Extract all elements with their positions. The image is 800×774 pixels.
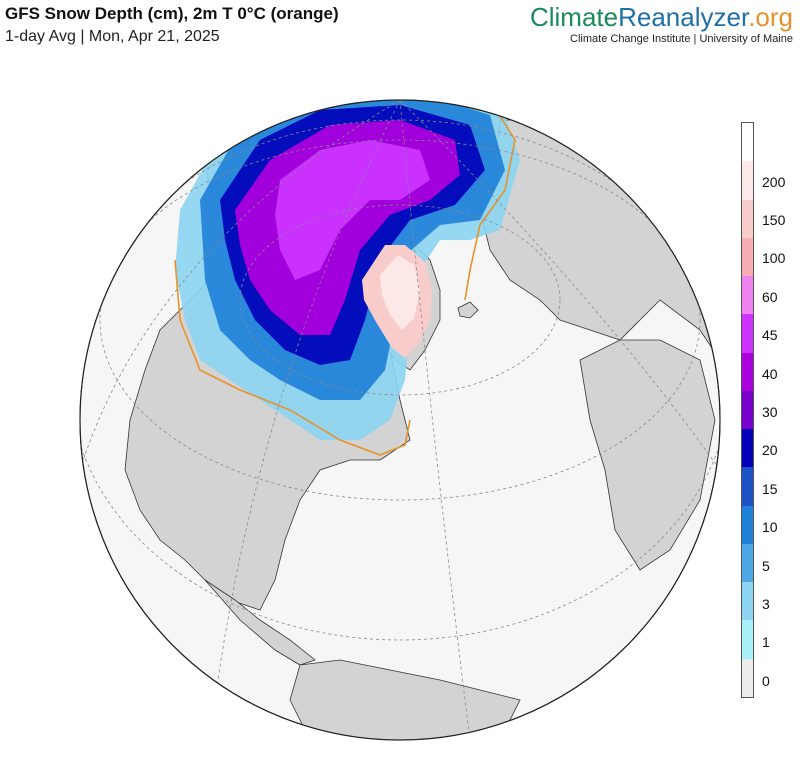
legend-label: 60 bbox=[762, 288, 778, 305]
land-africa bbox=[579, 339, 716, 571]
snow-layer-violet bbox=[275, 140, 430, 280]
legend-label: 15 bbox=[762, 480, 778, 497]
legend-label: 40 bbox=[762, 365, 778, 382]
legend-swatch bbox=[742, 314, 753, 353]
legend-swatch bbox=[742, 276, 753, 315]
land-central-america bbox=[204, 579, 316, 666]
legend-swatch bbox=[742, 161, 753, 200]
legend-swatch bbox=[742, 467, 753, 506]
graticule bbox=[80, 100, 720, 740]
legend-label: 3 bbox=[762, 595, 770, 612]
map-title: GFS Snow Depth (cm), 2m T 0°C (orange) bbox=[5, 4, 339, 23]
legend-swatch bbox=[742, 352, 753, 391]
legend-label: 200 bbox=[762, 173, 786, 190]
land-south-america bbox=[289, 659, 521, 740]
legend-colorbar bbox=[741, 122, 754, 698]
land-iceland bbox=[457, 301, 479, 319]
brand-affiliation: Climate Change Institute | University of… bbox=[570, 33, 793, 45]
legend-swatch bbox=[742, 582, 753, 621]
brand-block: ClimateReanalyzer.org Climate Change Ins… bbox=[530, 2, 793, 45]
title-block: GFS Snow Depth (cm), 2m T 0°C (orange) 1… bbox=[5, 4, 339, 46]
legend-label: 5 bbox=[762, 557, 770, 574]
freezing-line-0c bbox=[174, 100, 516, 456]
legend-label: 150 bbox=[762, 211, 786, 228]
legend-label: 100 bbox=[762, 250, 786, 267]
legend-swatch bbox=[742, 505, 753, 544]
legend-label: 30 bbox=[762, 403, 778, 420]
map-subtitle: 1-day Avg | Mon, Apr 21, 2025 bbox=[5, 28, 220, 45]
legend-swatch bbox=[742, 429, 753, 468]
brand-logo[interactable]: ClimateReanalyzer.org bbox=[529, 2, 793, 32]
legend-label: 45 bbox=[762, 327, 778, 344]
legend-swatch bbox=[742, 543, 753, 583]
legend-label: 20 bbox=[762, 442, 778, 459]
snow-greenland-core bbox=[380, 255, 420, 330]
legend-swatch bbox=[742, 620, 753, 659]
legend-swatch bbox=[742, 199, 753, 238]
legend-swatch bbox=[742, 390, 753, 430]
legend-swatch bbox=[742, 123, 753, 162]
legend-label: 1 bbox=[762, 634, 770, 651]
legend-swatch bbox=[742, 237, 753, 277]
legend-swatch bbox=[742, 658, 753, 697]
legend-label: 10 bbox=[762, 519, 778, 536]
legend-label: 0 bbox=[762, 672, 770, 689]
